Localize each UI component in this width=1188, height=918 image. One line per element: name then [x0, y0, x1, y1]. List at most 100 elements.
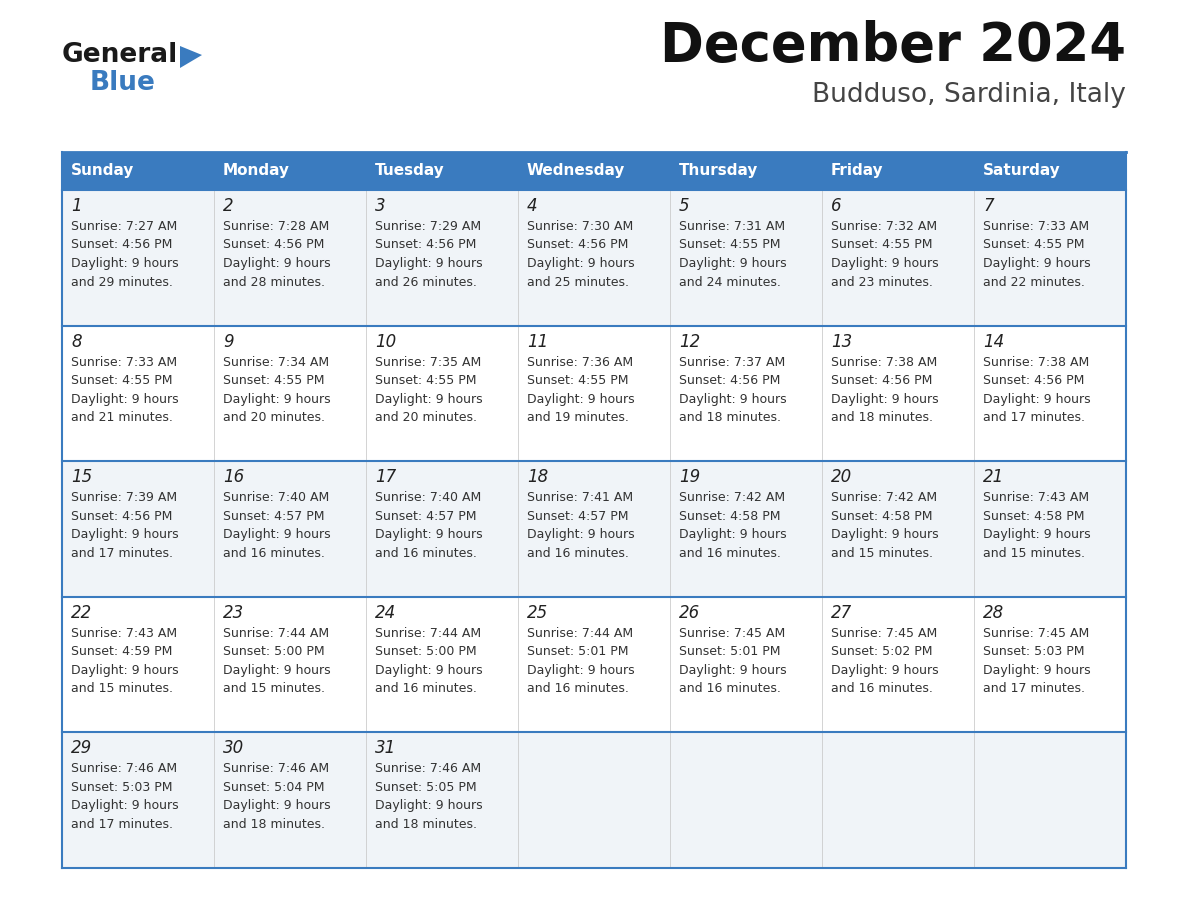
Text: Sunrise: 7:40 AM: Sunrise: 7:40 AM: [223, 491, 329, 504]
Text: Daylight: 9 hours: Daylight: 9 hours: [375, 393, 482, 406]
Text: 20: 20: [830, 468, 852, 487]
Text: 31: 31: [375, 739, 397, 757]
Text: 23: 23: [223, 604, 245, 621]
Bar: [62, 597, 1126, 733]
Text: Sunset: 4:59 PM: Sunset: 4:59 PM: [71, 645, 172, 658]
Text: Sunset: 4:58 PM: Sunset: 4:58 PM: [982, 509, 1085, 522]
Text: Daylight: 9 hours: Daylight: 9 hours: [680, 257, 786, 270]
Text: Sunset: 4:56 PM: Sunset: 4:56 PM: [71, 509, 172, 522]
Text: Sunrise: 7:44 AM: Sunrise: 7:44 AM: [223, 627, 329, 640]
Text: and 15 minutes.: and 15 minutes.: [223, 682, 326, 695]
Text: and 23 minutes.: and 23 minutes.: [830, 275, 933, 288]
Text: and 17 minutes.: and 17 minutes.: [71, 547, 173, 560]
Text: 3: 3: [375, 197, 386, 215]
Text: 24: 24: [375, 604, 397, 621]
Bar: [822, 152, 974, 190]
Text: Sunset: 4:56 PM: Sunset: 4:56 PM: [375, 239, 476, 252]
Text: and 19 minutes.: and 19 minutes.: [527, 411, 628, 424]
Text: Saturday: Saturday: [982, 163, 1061, 178]
Text: Daylight: 9 hours: Daylight: 9 hours: [223, 664, 330, 677]
Text: 11: 11: [527, 332, 548, 351]
Text: 27: 27: [830, 604, 852, 621]
Text: Sunrise: 7:45 AM: Sunrise: 7:45 AM: [830, 627, 937, 640]
Text: Sunset: 5:03 PM: Sunset: 5:03 PM: [71, 781, 172, 794]
Text: Sunset: 5:01 PM: Sunset: 5:01 PM: [680, 645, 781, 658]
Text: 28: 28: [982, 604, 1004, 621]
Text: Sunrise: 7:46 AM: Sunrise: 7:46 AM: [375, 763, 481, 776]
Text: Daylight: 9 hours: Daylight: 9 hours: [982, 528, 1091, 542]
Text: 8: 8: [71, 332, 82, 351]
Text: Sunset: 5:01 PM: Sunset: 5:01 PM: [527, 645, 628, 658]
Text: Sunrise: 7:38 AM: Sunrise: 7:38 AM: [830, 355, 937, 369]
Text: Sunset: 4:56 PM: Sunset: 4:56 PM: [680, 375, 781, 387]
Text: and 17 minutes.: and 17 minutes.: [982, 411, 1085, 424]
Text: Sunrise: 7:32 AM: Sunrise: 7:32 AM: [830, 220, 937, 233]
Text: and 21 minutes.: and 21 minutes.: [71, 411, 173, 424]
Text: Daylight: 9 hours: Daylight: 9 hours: [830, 664, 939, 677]
Polygon shape: [181, 46, 202, 68]
Text: 12: 12: [680, 332, 700, 351]
Text: Daylight: 9 hours: Daylight: 9 hours: [982, 664, 1091, 677]
Text: Daylight: 9 hours: Daylight: 9 hours: [830, 393, 939, 406]
Text: and 16 minutes.: and 16 minutes.: [830, 682, 933, 695]
Text: Sunrise: 7:33 AM: Sunrise: 7:33 AM: [71, 355, 177, 369]
Text: Sunrise: 7:34 AM: Sunrise: 7:34 AM: [223, 355, 329, 369]
Text: Daylight: 9 hours: Daylight: 9 hours: [71, 393, 178, 406]
Text: Budduso, Sardinia, Italy: Budduso, Sardinia, Italy: [813, 82, 1126, 108]
Text: Sunset: 4:56 PM: Sunset: 4:56 PM: [982, 375, 1085, 387]
Text: Sunrise: 7:36 AM: Sunrise: 7:36 AM: [527, 355, 633, 369]
Text: Sunset: 4:56 PM: Sunset: 4:56 PM: [830, 375, 933, 387]
Text: and 15 minutes.: and 15 minutes.: [830, 547, 933, 560]
Text: Daylight: 9 hours: Daylight: 9 hours: [527, 528, 634, 542]
Text: Wednesday: Wednesday: [527, 163, 625, 178]
Text: 19: 19: [680, 468, 700, 487]
Text: Sunrise: 7:28 AM: Sunrise: 7:28 AM: [223, 220, 329, 233]
Text: 17: 17: [375, 468, 397, 487]
Text: Sunset: 4:58 PM: Sunset: 4:58 PM: [680, 509, 781, 522]
Text: 16: 16: [223, 468, 245, 487]
Text: Daylight: 9 hours: Daylight: 9 hours: [375, 528, 482, 542]
Text: Sunset: 4:57 PM: Sunset: 4:57 PM: [527, 509, 628, 522]
Text: General: General: [62, 42, 178, 68]
Text: and 17 minutes.: and 17 minutes.: [71, 818, 173, 831]
Text: and 26 minutes.: and 26 minutes.: [375, 275, 476, 288]
Text: Daylight: 9 hours: Daylight: 9 hours: [375, 257, 482, 270]
Text: Sunrise: 7:31 AM: Sunrise: 7:31 AM: [680, 220, 785, 233]
Text: Sunrise: 7:27 AM: Sunrise: 7:27 AM: [71, 220, 177, 233]
Text: Tuesday: Tuesday: [375, 163, 444, 178]
Text: Daylight: 9 hours: Daylight: 9 hours: [223, 257, 330, 270]
Text: Sunset: 5:02 PM: Sunset: 5:02 PM: [830, 645, 933, 658]
Text: Sunset: 4:55 PM: Sunset: 4:55 PM: [830, 239, 933, 252]
Text: Sunrise: 7:45 AM: Sunrise: 7:45 AM: [982, 627, 1089, 640]
Text: Sunset: 4:58 PM: Sunset: 4:58 PM: [830, 509, 933, 522]
Bar: [974, 152, 1126, 190]
Text: and 20 minutes.: and 20 minutes.: [223, 411, 326, 424]
Text: and 18 minutes.: and 18 minutes.: [223, 818, 326, 831]
Text: Friday: Friday: [830, 163, 884, 178]
Text: Daylight: 9 hours: Daylight: 9 hours: [223, 393, 330, 406]
Text: and 18 minutes.: and 18 minutes.: [830, 411, 933, 424]
Text: Daylight: 9 hours: Daylight: 9 hours: [680, 393, 786, 406]
Text: Daylight: 9 hours: Daylight: 9 hours: [527, 664, 634, 677]
Bar: [518, 152, 670, 190]
Text: Daylight: 9 hours: Daylight: 9 hours: [375, 800, 482, 812]
Text: and 18 minutes.: and 18 minutes.: [680, 411, 781, 424]
Text: Sunrise: 7:29 AM: Sunrise: 7:29 AM: [375, 220, 481, 233]
Text: 15: 15: [71, 468, 93, 487]
Text: 5: 5: [680, 197, 689, 215]
Text: and 16 minutes.: and 16 minutes.: [375, 547, 476, 560]
Text: Sunset: 5:04 PM: Sunset: 5:04 PM: [223, 781, 324, 794]
Text: Sunrise: 7:41 AM: Sunrise: 7:41 AM: [527, 491, 633, 504]
Text: Daylight: 9 hours: Daylight: 9 hours: [680, 528, 786, 542]
Text: Thursday: Thursday: [680, 163, 758, 178]
Text: 14: 14: [982, 332, 1004, 351]
Text: Sunset: 4:56 PM: Sunset: 4:56 PM: [223, 239, 324, 252]
Text: and 16 minutes.: and 16 minutes.: [375, 682, 476, 695]
Text: Sunrise: 7:33 AM: Sunrise: 7:33 AM: [982, 220, 1089, 233]
Text: 26: 26: [680, 604, 700, 621]
Text: and 17 minutes.: and 17 minutes.: [982, 682, 1085, 695]
Text: Daylight: 9 hours: Daylight: 9 hours: [680, 664, 786, 677]
Text: Sunrise: 7:46 AM: Sunrise: 7:46 AM: [223, 763, 329, 776]
Text: Sunset: 5:05 PM: Sunset: 5:05 PM: [375, 781, 476, 794]
Text: Sunset: 4:55 PM: Sunset: 4:55 PM: [982, 239, 1085, 252]
